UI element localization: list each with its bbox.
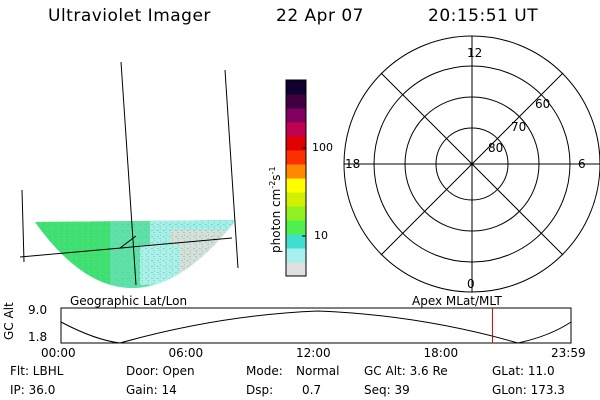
glon-field: GLon: 173.3 — [492, 383, 565, 397]
lat-80-label: 80 — [488, 141, 504, 155]
geographic-label: Geographic Lat/Lon — [70, 294, 188, 308]
colorbar-segment — [286, 122, 306, 137]
orbit-y-axis-label: GC Alt — [2, 302, 16, 340]
colorbar-frame — [285, 79, 307, 277]
colorbar-segment — [286, 150, 306, 165]
orbit-y-top: 9.0 — [28, 303, 48, 317]
colorbar-segment — [286, 248, 306, 263]
orbit-x-tick: 23:59 — [551, 346, 586, 360]
orbit-plot — [60, 307, 572, 344]
dsp-value: 0.7 — [302, 383, 322, 397]
mlt-0-label: 0 — [467, 277, 475, 291]
filter-field: Flt: LBHL — [10, 364, 64, 378]
date-label: 22 Apr 07 — [276, 6, 364, 26]
colorbar-segment — [286, 178, 306, 193]
apex-label: Apex MLat/MLT — [412, 294, 502, 308]
orbit-x-tick: 18:00 — [423, 346, 459, 360]
colorbar-tick-100: 100 — [312, 141, 333, 154]
colorbar-segment — [286, 80, 306, 95]
orbit-x-tick: 06:00 — [168, 346, 204, 360]
dsp-label: Dsp: — [246, 383, 274, 397]
orbit-x-tick: 12:00 — [296, 346, 331, 360]
colorbar-segment — [286, 136, 306, 151]
mlt-12-label: 12 — [467, 46, 483, 60]
colorbar-segment — [286, 262, 306, 277]
colorbar-segment — [286, 94, 306, 109]
ip-field: IP: 36.0 — [10, 383, 56, 397]
glat-field: GLat: 11.0 — [492, 364, 555, 378]
mode-label: Mode: — [246, 364, 283, 378]
colorbar-unit-label: photon cm-2s-1 — [268, 166, 283, 253]
time-label: 20:15:51 UT — [428, 6, 539, 26]
mlt-18-label: 18 — [345, 157, 361, 171]
colorbar-segment — [286, 164, 306, 179]
colorbar-segment — [286, 206, 306, 221]
polar-plot — [343, 35, 600, 293]
colorbar-tick-10: 10 — [314, 229, 328, 242]
door-field: Door: Open — [126, 364, 195, 378]
colorbar-segment — [286, 220, 306, 235]
gc-alt-field: GC Alt: 3.6 Re — [364, 364, 448, 378]
mlt-6-label: 6 — [578, 157, 586, 171]
colorbar-segment — [286, 192, 306, 207]
orbit-y-bottom: 1.8 — [28, 330, 48, 344]
geographic-image — [19, 61, 239, 289]
mode-value: Normal — [296, 364, 340, 378]
colorbar — [286, 80, 306, 277]
seq-field: Seq: 39 — [364, 383, 410, 397]
lat-70-label: 70 — [511, 120, 527, 134]
gain-field: Gain: 14 — [126, 383, 177, 397]
colorbar-segment — [286, 234, 306, 249]
orbit-x-tick: 00:00 — [41, 346, 76, 360]
colorbar-segment — [286, 108, 306, 123]
lat-60-label: 60 — [535, 97, 551, 111]
instrument-title: Ultraviolet Imager — [48, 6, 211, 26]
